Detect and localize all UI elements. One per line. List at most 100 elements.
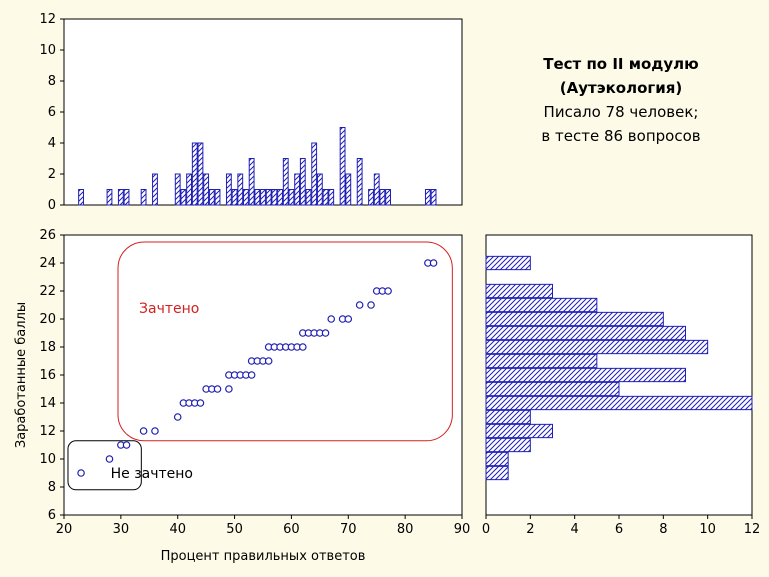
scatter-point [367, 301, 375, 309]
top-hist-y-tick-label: 2 [48, 167, 56, 182]
info-line3: Писало 78 человек; [543, 103, 699, 121]
scatter-x-tick-label: 50 [226, 522, 243, 537]
right-hist-bar [485, 283, 553, 299]
top-hist-bar [197, 142, 204, 206]
top-hist-bar [265, 189, 272, 206]
top-hist-bar [311, 142, 318, 206]
top-hist-bar [288, 189, 295, 206]
scatter-point [196, 399, 205, 407]
scatter-x-tick-label: 20 [56, 522, 73, 537]
scatter-plot: 6 8 10 12 14 16 18 20 22 24 26 20 30 40 50 60 70 80 90 Проц… [14, 228, 470, 564]
right-hist-bar [485, 451, 509, 467]
scatter-y-tick-label: 10 [39, 452, 56, 467]
right-hist-bar [485, 381, 620, 397]
fail-region-outline [67, 440, 142, 491]
top-hist-bar [174, 173, 181, 206]
right-hist-bar [485, 311, 664, 327]
scatter-point [151, 427, 159, 435]
top-hist-bar [373, 173, 380, 206]
scatter-x-tick-label: 90 [454, 522, 471, 537]
top-hist-bar [299, 158, 306, 206]
right-hist-x-tick-label: 0 [482, 522, 490, 537]
top-hist-y-tick-label: 6 [48, 105, 56, 120]
scatter-y-tick-label: 6 [48, 508, 56, 523]
scatter-point [429, 259, 438, 267]
top-hist-bar [243, 189, 249, 206]
annotation-fail: Не зачтено [111, 466, 193, 482]
right-hist-bar [485, 423, 553, 439]
top-hist-bar [316, 173, 323, 206]
scatter-point [321, 329, 330, 337]
scatter-point [264, 357, 273, 365]
top-hist-y-tick-label: 12 [39, 12, 56, 27]
scatter-y-tick-label: 12 [39, 424, 56, 439]
top-hist-bar [237, 173, 244, 206]
scatter-x-tick-label: 60 [283, 522, 300, 537]
top-hist-bar [140, 189, 147, 206]
top-hist-bar [180, 189, 187, 206]
top-hist-bar [379, 189, 386, 206]
top-hist-bar [254, 189, 261, 206]
right-hist-bar [485, 367, 686, 383]
info-title-line2: (Аутэкология) [559, 79, 683, 97]
top-hist-bar [117, 189, 124, 206]
top-hist-bar [248, 158, 255, 206]
top-hist-bar [78, 189, 84, 206]
scatter-x-tick-label: 30 [113, 522, 130, 537]
top-hist-bar [356, 158, 363, 206]
right-hist-x-tick-label: 6 [615, 522, 623, 537]
scatter-point [355, 301, 364, 309]
scatter-point [327, 315, 336, 323]
scatter-x-axis-label: Процент правильных ответов [161, 549, 366, 564]
top-hist-bar [424, 189, 431, 206]
scatter-point [247, 371, 256, 379]
top-histogram: 0 2 4 6 8 10 12 [39, 12, 463, 213]
top-hist-y-tick-label: 0 [48, 198, 56, 213]
right-hist-bar [485, 255, 531, 271]
right-hist-bar [485, 395, 753, 411]
scatter-y-tick-label: 16 [39, 368, 56, 383]
scatter-point [173, 413, 182, 421]
top-hist-bar [214, 189, 221, 206]
right-hist-x-tick-label: 10 [699, 522, 716, 537]
annotation-pass: Зачтено [139, 301, 199, 317]
top-hist-bar [339, 127, 346, 206]
top-hist-bar [277, 189, 283, 206]
top-hist-bar [186, 173, 193, 206]
scatter-point [77, 469, 85, 477]
right-hist-bar [485, 465, 509, 481]
scatter-y-tick-label: 8 [48, 480, 56, 495]
top-hist-bar [231, 189, 238, 206]
scatter-x-tick-label: 40 [169, 522, 186, 537]
scatter-frame [63, 234, 463, 516]
scatter-point [384, 287, 392, 295]
top-hist-y-tick-label: 10 [39, 43, 56, 58]
scatter-point [344, 315, 353, 323]
scatter-x-tick-label: 80 [397, 522, 414, 537]
scatter-y-tick-label: 26 [39, 228, 56, 243]
right-hist-bar [485, 297, 598, 313]
top-hist-bar [282, 158, 289, 206]
top-hist-bar [322, 189, 329, 206]
top-hist-bar [305, 189, 312, 206]
top-hist-bar [260, 189, 266, 206]
info-block: Тест по II модулю (Аутэкология) Писало 7… [490, 52, 752, 148]
top-hist-bar [368, 189, 374, 206]
scatter-point [139, 427, 148, 435]
info-line4: в тесте 86 вопросов [541, 127, 701, 145]
right-hist-bar [485, 325, 686, 341]
top-hist-y-tick-label: 4 [48, 136, 56, 151]
scatter-y-tick-label: 24 [39, 256, 56, 271]
right-hist-bar [485, 437, 531, 453]
top-hist-y-tick-label: 8 [48, 74, 56, 89]
top-hist-bar [430, 189, 437, 206]
top-hist-bar [271, 189, 278, 206]
scatter-y-tick-label: 22 [39, 284, 56, 299]
pass-region-outline [117, 241, 453, 442]
scatter-point [225, 385, 233, 393]
top-hist-frame [63, 18, 463, 206]
right-hist-bar [485, 353, 598, 369]
top-hist-bar [203, 173, 210, 206]
top-hist-bar [106, 189, 113, 206]
top-hist-bar [123, 189, 130, 206]
